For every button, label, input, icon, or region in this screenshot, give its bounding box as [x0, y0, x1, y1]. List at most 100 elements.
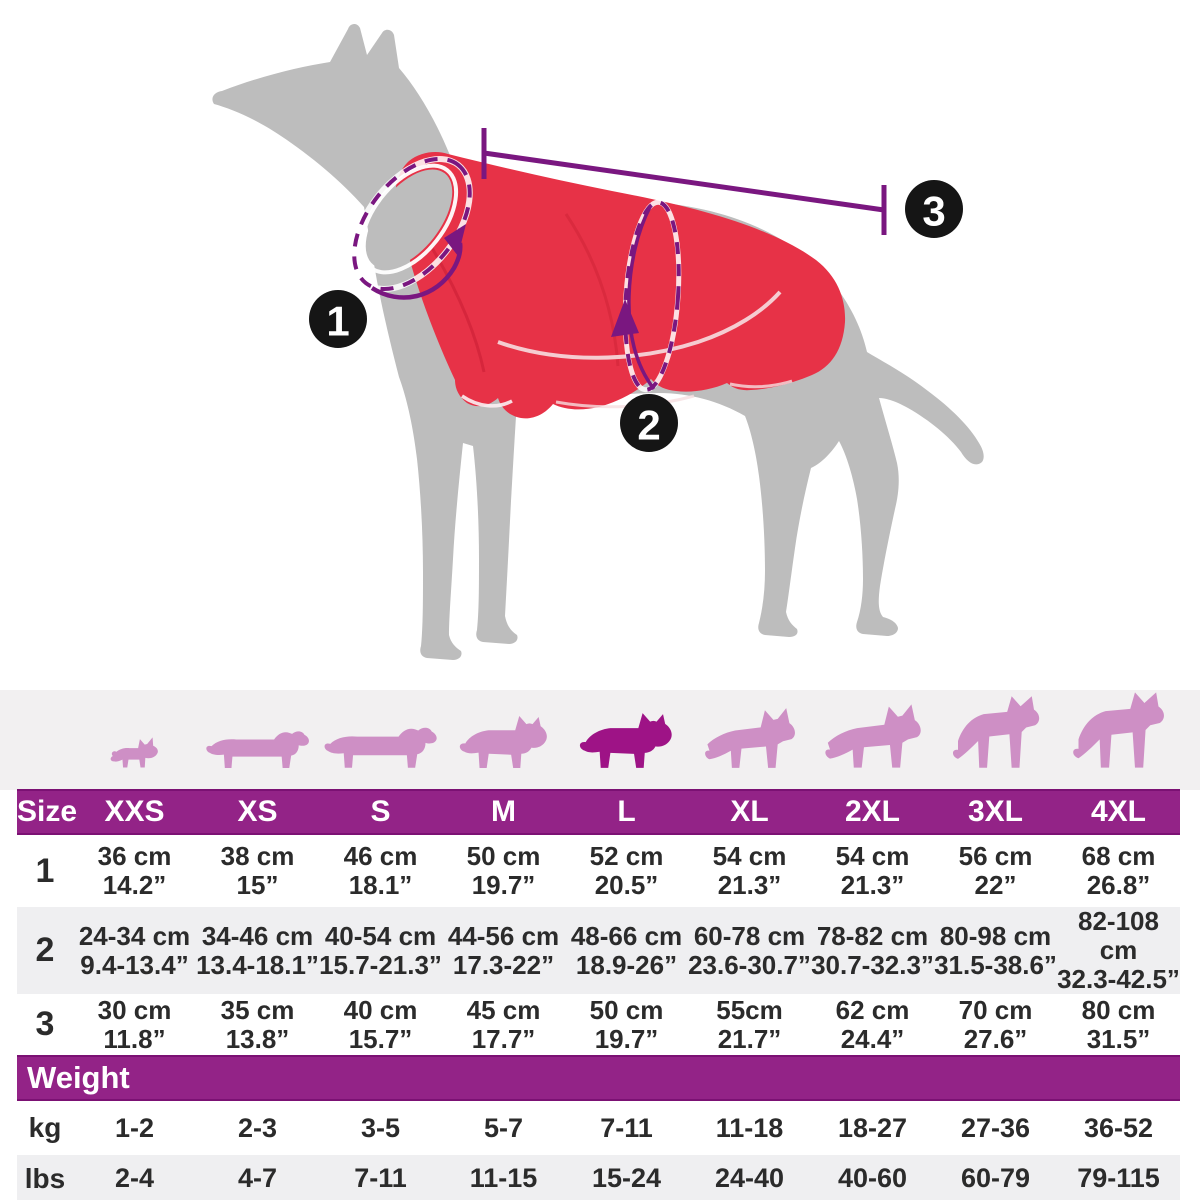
measurement-row-1: 1 36 cm 14.2” 38 cm 15” 46 cm 18.1” 50 cm 19… — [17, 834, 1180, 907]
measure-badge-1: 1 — [309, 290, 367, 348]
size-cell: 24-34 cm 9.4-13.4” — [78, 920, 191, 980]
girth-measure-arrow-arc — [627, 206, 656, 391]
weight-cell: 7-11 — [600, 1112, 653, 1143]
weight-cell: 2-4 — [114, 1163, 155, 1193]
neck-measure-dashed — [352, 156, 472, 292]
size-cell: 35 cm 13.8” — [220, 994, 295, 1054]
size-cell: 55cm 21.7” — [716, 994, 783, 1054]
column-header-m: M — [442, 789, 565, 835]
weight-cell: 5-7 — [483, 1112, 524, 1143]
svg-text:2: 2 — [637, 402, 660, 449]
weight-cell: 18-27 — [837, 1112, 908, 1143]
great-dane-icon — [1073, 692, 1164, 768]
empty-cell — [17, 690, 73, 790]
column-header-l: L — [565, 789, 688, 835]
girth-measure-arrowhead — [611, 299, 639, 337]
coat-hem-trim — [555, 394, 695, 409]
bull-terrier-icon-highlighted — [579, 713, 672, 768]
measurement-row-3: 3 30 cm 11.8” 35 cm 13.8” 40 cm 15.7” 45 cm… — [17, 994, 1180, 1056]
size-cell: 62 cm 24.4” — [835, 994, 910, 1054]
column-header-s: S — [319, 789, 442, 835]
column-header-xs: XS — [196, 789, 319, 835]
collar-opening — [365, 169, 453, 269]
column-header-xxs: XXS — [73, 789, 196, 835]
size-cell: 80-98 cm 31.5-38.6” — [934, 920, 1057, 980]
coat-piping — [497, 290, 782, 360]
coat-fold — [564, 213, 620, 367]
size-cell: 50 cm 19.7” — [589, 994, 664, 1054]
size-cell: 80 cm 31.5” — [1081, 994, 1156, 1054]
weight-cell: 2-3 — [237, 1112, 278, 1143]
size-cell: 45 cm 17.7” — [466, 994, 541, 1054]
collar-rim — [359, 163, 459, 275]
size-cell: 40 cm 15.7” — [343, 994, 418, 1054]
size-cell: 78-82 cm 30.7-32.3” — [811, 920, 934, 980]
weight-cell: 27-36 — [960, 1112, 1031, 1143]
weight-cell: 36-52 — [1083, 1112, 1154, 1143]
measurement-row-2: 2 24-34 cm 9.4-13.4” 34-46 cm 13.4-18.1” 4… — [17, 907, 1180, 994]
size-cell: 38 cm 15” — [220, 841, 295, 900]
dachshund-icon — [205, 731, 309, 768]
weight-cell: 40-60 — [837, 1163, 908, 1193]
bull-terrier-icon — [459, 716, 547, 768]
german-shepherd-icon — [824, 704, 921, 768]
weight-lbs-row: lbs 2-4 4-7 7-11 11-15 15-24 24-40 40-60… — [17, 1155, 1180, 1200]
size-cell: 44-56 cm 17.3-22” — [447, 920, 560, 980]
column-header-3xl: 3XL — [934, 789, 1057, 835]
back-length-line — [483, 150, 885, 213]
size-table: Size XXS XS S M L XL 2XL 3XL 4XL 1 36 cm… — [17, 690, 1180, 1200]
coat-armhole-trim — [461, 394, 513, 408]
size-cell: 34-46 cm 13.4-18.1” — [196, 920, 319, 980]
column-header-xl: XL — [688, 789, 811, 835]
weight-cell: 60-79 — [960, 1163, 1031, 1193]
chihuahua-icon — [110, 737, 158, 768]
weight-cell: 1-2 — [114, 1112, 155, 1143]
size-cell: 56 cm 22” — [958, 841, 1033, 900]
column-header-2xl: 2XL — [811, 789, 934, 835]
weight-header-label: Weight — [17, 1055, 1180, 1101]
neck-measure-arrow-arc — [370, 242, 463, 300]
weight-header-row: Weight — [17, 1055, 1180, 1101]
size-cell: 54 cm 21.3” — [712, 841, 787, 900]
size-cell: 70 cm 27.6” — [958, 994, 1033, 1054]
svg-text:1: 1 — [326, 298, 349, 345]
measure-badge-2: 2 — [620, 394, 678, 452]
size-cell: 68 cm 26.8” — [1081, 841, 1156, 900]
column-header-4xl: 4XL — [1057, 789, 1180, 835]
weight-cell: 3-5 — [360, 1112, 401, 1143]
size-cell: 40-54 cm 15.7-21.3” — [319, 920, 442, 980]
size-cell: 60-78 cm 23.6-30.7” — [688, 920, 811, 980]
size-header-label: Size — [17, 789, 77, 835]
size-cell: 54 cm 21.3” — [835, 841, 910, 900]
coat-rear-hem-trim — [729, 379, 793, 389]
size-cell: 52 cm 20.5” — [589, 841, 664, 900]
weight-cell: 7-11 — [354, 1163, 407, 1193]
german-shepherd-icon — [704, 708, 795, 768]
weight-cell: 79-115 — [1077, 1163, 1160, 1193]
size-cell: 46 cm 18.1” — [343, 841, 418, 900]
svg-text:3: 3 — [922, 188, 945, 235]
row-label: 1 — [35, 851, 55, 890]
size-cell: 82-108 cm 32.3-42.5” — [1057, 906, 1180, 994]
size-cell: 36 cm 14.2” — [97, 841, 172, 900]
size-cell: 30 cm 11.8” — [97, 994, 172, 1054]
size-cell: 50 cm 19.7” — [466, 841, 541, 900]
great-dane-icon — [952, 696, 1039, 768]
row-label: lbs — [24, 1162, 66, 1194]
row-label: 2 — [35, 931, 55, 969]
weight-cell: 11-18 — [715, 1112, 784, 1143]
row-label: kg — [28, 1112, 62, 1143]
dachshund-icon — [324, 727, 437, 768]
weight-kg-row: kg 1-2 2-3 3-5 5-7 7-11 11-18 18-27 27-3… — [17, 1100, 1180, 1155]
weight-cell: 15-24 — [591, 1163, 662, 1193]
girth-measure-dashed — [623, 200, 681, 392]
measure-badge-3: 3 — [905, 180, 963, 238]
size-header-row: Size XXS XS S M L XL 2XL 3XL 4XL — [17, 789, 1180, 835]
dog-icons-row — [17, 690, 1180, 790]
weight-cell: 11-15 — [469, 1163, 538, 1193]
row-label: 3 — [35, 1005, 55, 1043]
weight-cell: 4-7 — [237, 1163, 278, 1193]
neck-measure-arrowhead — [444, 224, 466, 256]
measuring-diagram: 1 2 3 — [212, 23, 984, 661]
